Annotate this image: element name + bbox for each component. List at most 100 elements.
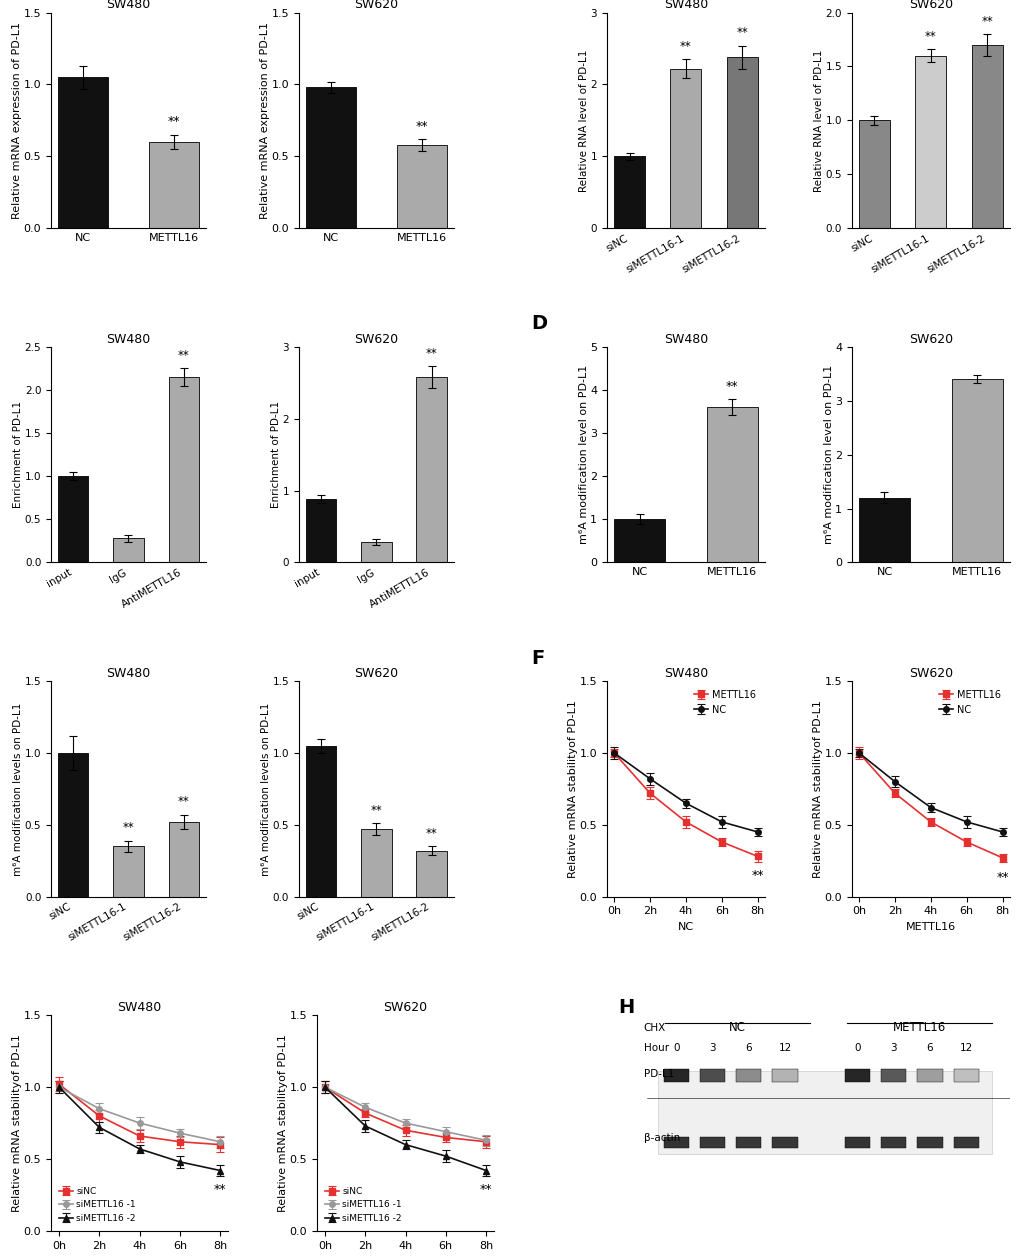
Text: **: **: [425, 347, 437, 359]
Text: **: **: [177, 349, 190, 362]
Bar: [706, 407, 757, 563]
Text: **: **: [680, 40, 691, 53]
Text: Hour: Hour: [643, 1042, 668, 1053]
Text: 6: 6: [745, 1042, 751, 1053]
Text: H: H: [618, 999, 634, 1017]
Y-axis label: Relative mRNA stabilityof PD-L1: Relative mRNA stabilityof PD-L1: [812, 700, 822, 878]
Title: SW480: SW480: [106, 0, 151, 11]
Text: β-actin: β-actin: [643, 1133, 680, 1143]
Text: **: **: [479, 1183, 492, 1197]
Title: SW480: SW480: [106, 667, 151, 679]
Text: NC: NC: [729, 1021, 746, 1034]
Text: **: **: [980, 15, 993, 28]
Title: SW620: SW620: [354, 667, 398, 679]
Text: CHX: CHX: [643, 1022, 665, 1032]
Bar: [736, 1137, 761, 1148]
Title: SW620: SW620: [908, 0, 952, 11]
Text: 0: 0: [854, 1042, 860, 1053]
Title: SW620: SW620: [908, 667, 952, 679]
Bar: [858, 497, 909, 563]
Text: 6: 6: [926, 1042, 932, 1053]
Bar: [699, 1069, 725, 1083]
Y-axis label: Relative mRNA expression of PD-L1: Relative mRNA expression of PD-L1: [12, 21, 22, 219]
Y-axis label: Relative mRNA stabilityof PD-L1: Relative mRNA stabilityof PD-L1: [278, 1034, 287, 1212]
X-axis label: METTL16: METTL16: [905, 922, 955, 932]
Bar: [168, 377, 199, 563]
Title: SW480: SW480: [663, 333, 707, 345]
Bar: [168, 821, 199, 897]
Bar: [736, 1069, 761, 1083]
Text: 3: 3: [708, 1042, 715, 1053]
Text: D: D: [531, 314, 547, 333]
Text: **: **: [751, 869, 763, 882]
Title: SW620: SW620: [383, 1001, 427, 1014]
Bar: [657, 1070, 990, 1154]
Legend: METTL16, NC: METTL16, NC: [933, 686, 1004, 718]
Bar: [771, 1069, 797, 1083]
Bar: [844, 1069, 869, 1083]
Text: F: F: [531, 648, 544, 668]
Text: 12: 12: [777, 1042, 791, 1053]
Text: **: **: [214, 1183, 226, 1197]
Bar: [663, 1137, 688, 1148]
Bar: [113, 539, 144, 563]
Text: **: **: [736, 26, 747, 39]
Text: **: **: [167, 116, 180, 128]
Text: **: **: [177, 795, 190, 809]
Title: SW480: SW480: [663, 667, 707, 679]
Y-axis label: m⁶A modification level on PD-L1: m⁶A modification level on PD-L1: [822, 365, 833, 544]
Bar: [844, 1137, 869, 1148]
Legend: siNC, siMETTL16 -1, siMETTL16 -2: siNC, siMETTL16 -1, siMETTL16 -2: [321, 1183, 405, 1226]
Bar: [727, 57, 757, 229]
Title: SW620: SW620: [354, 333, 398, 345]
Legend: siNC, siMETTL16 -1, siMETTL16 -2: siNC, siMETTL16 -1, siMETTL16 -2: [55, 1183, 140, 1226]
Bar: [149, 142, 199, 229]
Bar: [361, 829, 391, 897]
Text: **: **: [425, 826, 437, 840]
Bar: [951, 379, 1002, 563]
Text: 12: 12: [959, 1042, 972, 1053]
Bar: [396, 144, 446, 229]
Y-axis label: m⁶A modification levels on PD-L1: m⁶A modification levels on PD-L1: [13, 702, 23, 875]
Bar: [361, 543, 391, 563]
Bar: [771, 1137, 797, 1148]
Bar: [953, 1069, 978, 1083]
Bar: [880, 1069, 906, 1083]
Bar: [113, 847, 144, 897]
Bar: [58, 752, 89, 897]
Text: 0: 0: [673, 1042, 679, 1053]
Y-axis label: Relative mRNA stabilityof PD-L1: Relative mRNA stabilityof PD-L1: [568, 700, 578, 878]
Y-axis label: Relative mRNA expression of PD-L1: Relative mRNA expression of PD-L1: [260, 21, 270, 219]
Bar: [858, 121, 890, 229]
Bar: [663, 1069, 688, 1083]
Bar: [306, 499, 336, 563]
Y-axis label: Relative mRNA stabilityof PD-L1: Relative mRNA stabilityof PD-L1: [12, 1034, 22, 1212]
Title: SW480: SW480: [106, 333, 151, 345]
Bar: [416, 850, 446, 897]
Y-axis label: Relative RNA level of PD-L1: Relative RNA level of PD-L1: [813, 49, 823, 192]
Title: SW480: SW480: [663, 0, 707, 11]
Title: SW620: SW620: [908, 333, 952, 345]
Bar: [613, 519, 664, 563]
Text: 3: 3: [890, 1042, 896, 1053]
Bar: [916, 1069, 942, 1083]
Text: **: **: [122, 821, 135, 834]
Y-axis label: Relative RNA level of PD-L1: Relative RNA level of PD-L1: [579, 49, 589, 192]
Y-axis label: Enrichment of PD-L1: Enrichment of PD-L1: [271, 401, 281, 509]
Bar: [971, 45, 1002, 229]
Text: **: **: [726, 379, 738, 393]
Bar: [669, 69, 701, 229]
Bar: [416, 377, 446, 563]
Bar: [880, 1137, 906, 1148]
Bar: [699, 1137, 725, 1148]
Bar: [58, 476, 89, 563]
Text: PD-L1: PD-L1: [643, 1069, 674, 1079]
Text: **: **: [415, 119, 428, 133]
Bar: [306, 88, 356, 229]
Text: **: **: [370, 804, 382, 816]
Bar: [306, 746, 336, 897]
Legend: METTL16, NC: METTL16, NC: [689, 686, 759, 718]
Bar: [58, 78, 108, 229]
Y-axis label: m⁶A modification level on PD-L1: m⁶A modification level on PD-L1: [578, 365, 588, 544]
Title: SW620: SW620: [354, 0, 398, 11]
